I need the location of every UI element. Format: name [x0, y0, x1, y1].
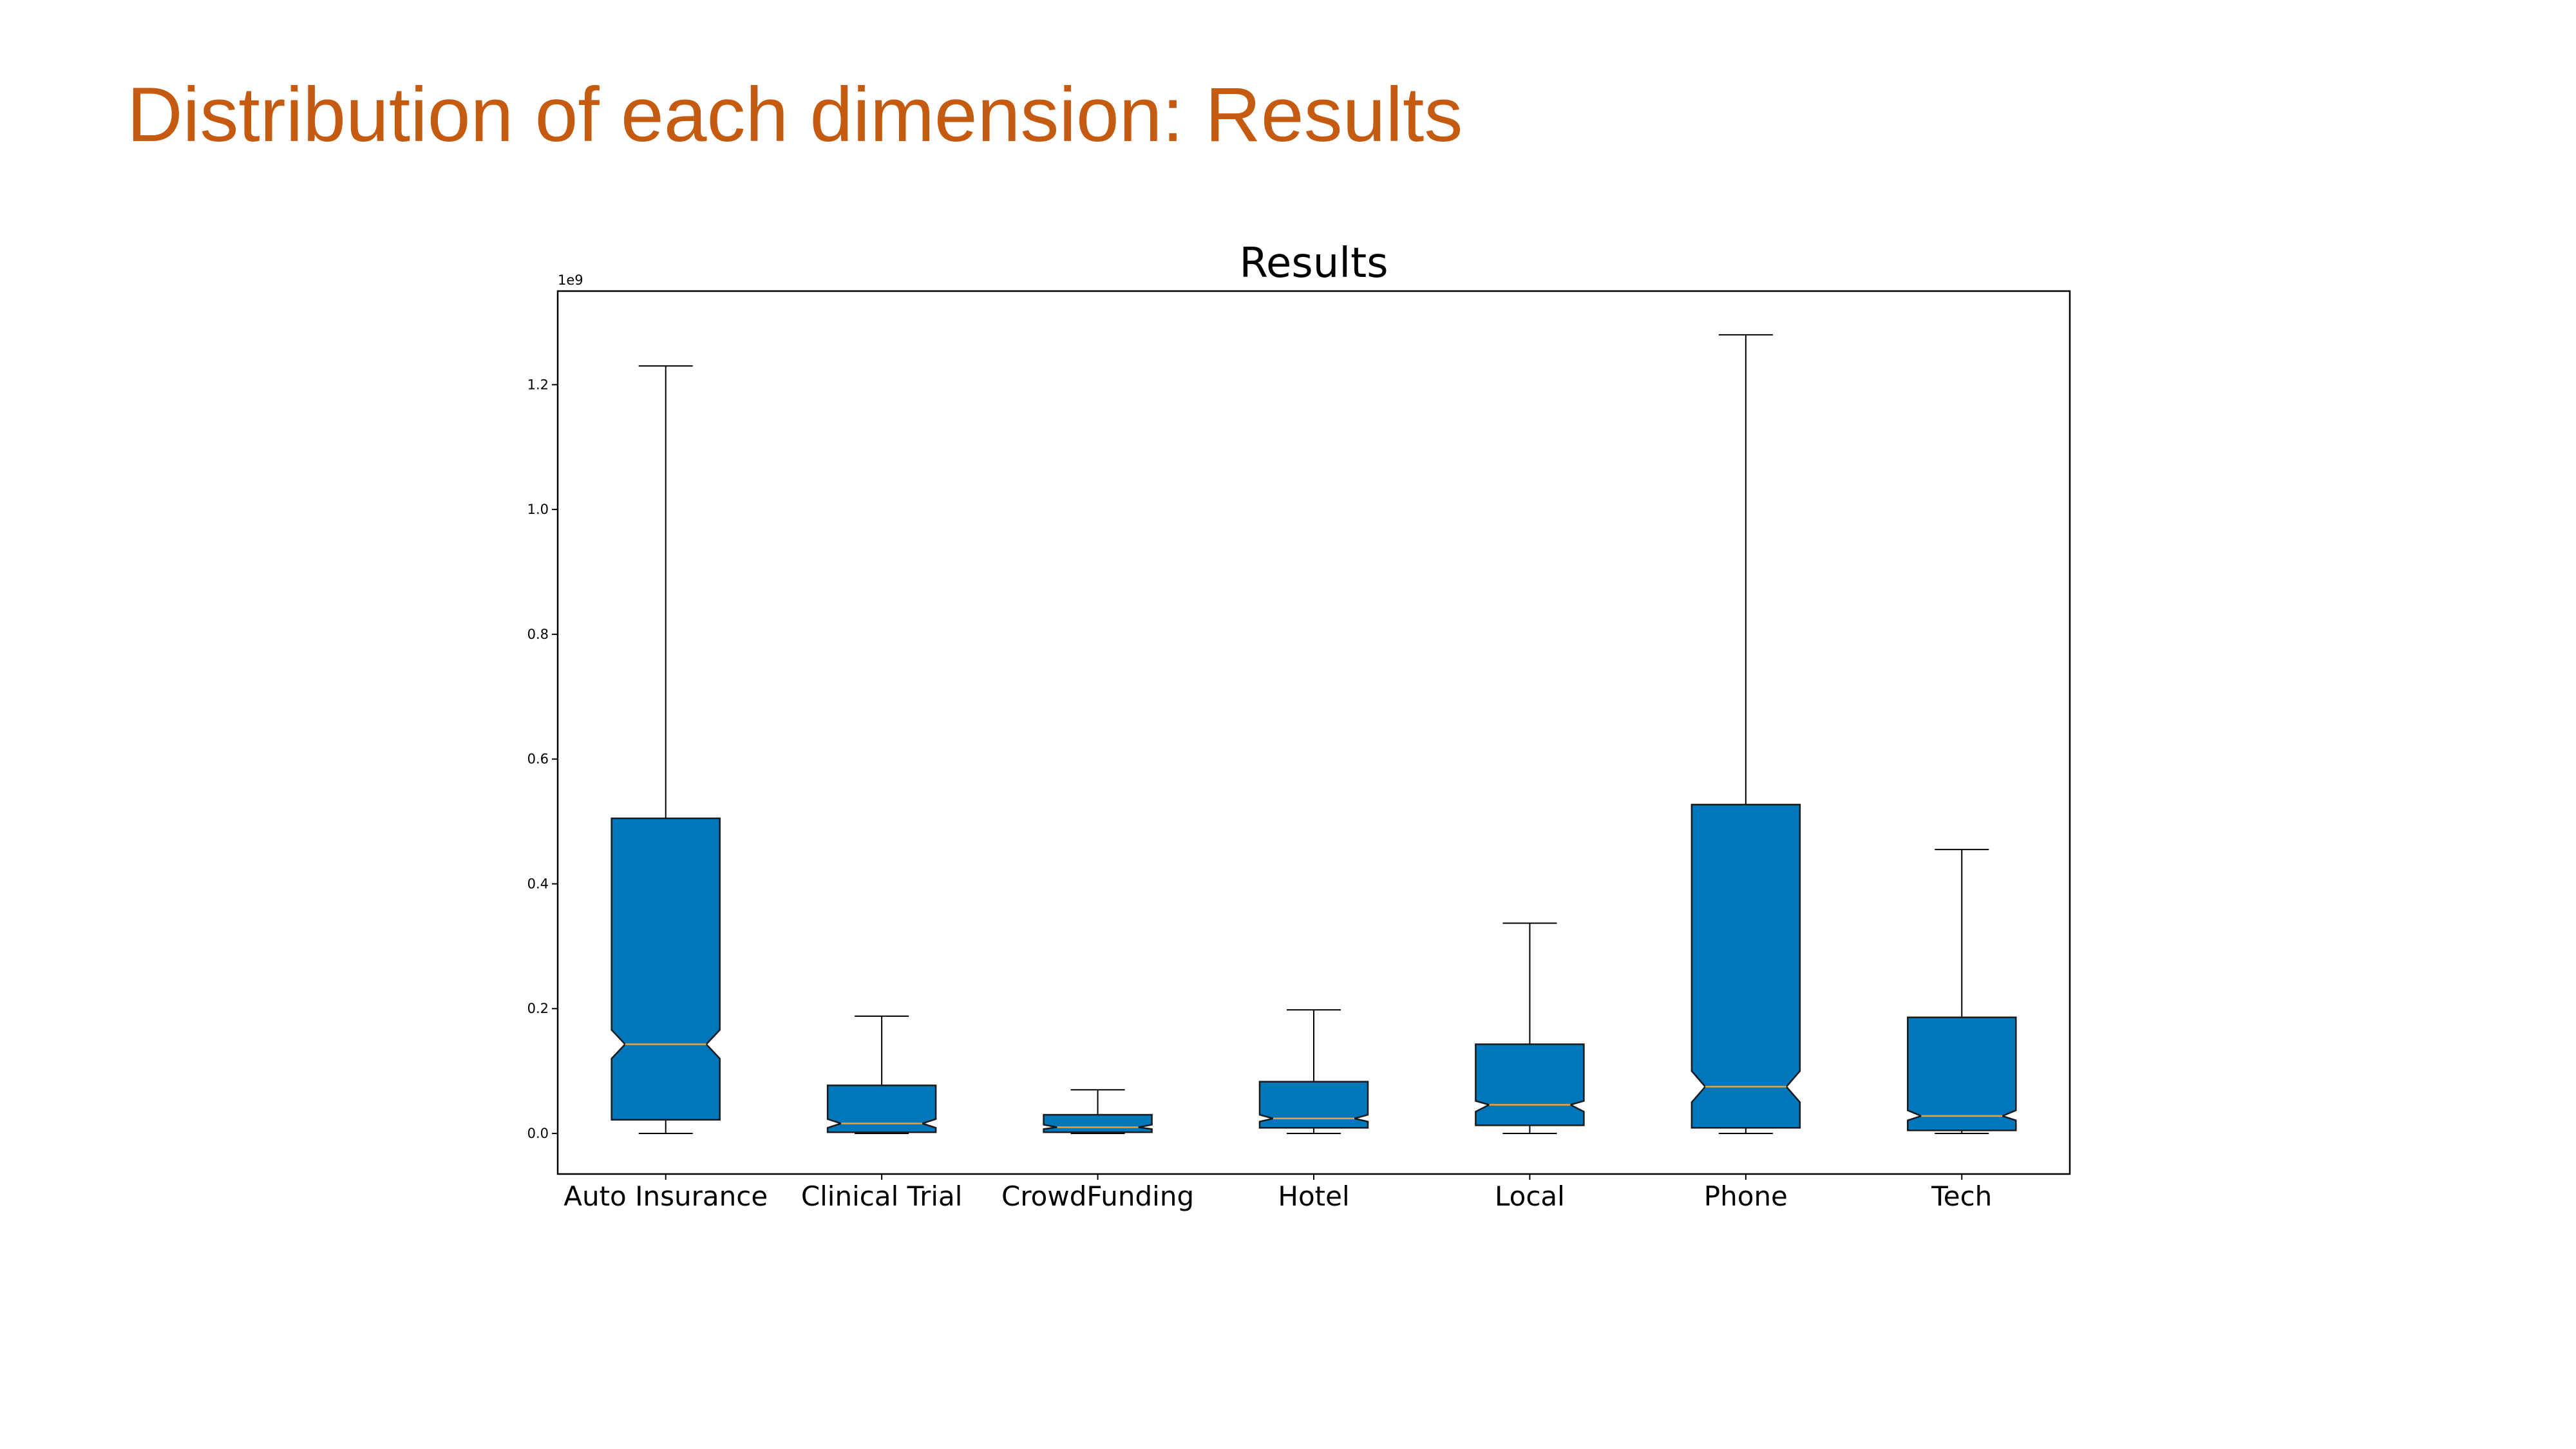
y-tick-label: 0.6: [527, 752, 549, 767]
box-group: Tech: [1907, 849, 2017, 1212]
y-tick-label: 0.8: [527, 627, 549, 642]
x-tick-label: Local: [1495, 1180, 1565, 1212]
x-tick-label: Hotel: [1278, 1180, 1349, 1212]
box-group: Local: [1475, 922, 1585, 1212]
x-tick-label: Auto Insurance: [564, 1180, 768, 1212]
y-tick-label: 1.0: [527, 502, 549, 517]
y-tick-label: 0.4: [527, 876, 549, 891]
x-tick-label: CrowdFunding: [1001, 1180, 1194, 1212]
box: [1907, 1016, 2017, 1132]
y-tick-label: 0.2: [527, 1001, 549, 1016]
y-tick-label: 0.0: [527, 1126, 549, 1141]
box: [1043, 1113, 1153, 1133]
box: [611, 817, 721, 1121]
box-group: Hotel: [1258, 1009, 1369, 1212]
plot-title: Results: [1239, 240, 1388, 287]
box: [1690, 804, 1801, 1129]
plot-frame: [556, 290, 2071, 1175]
x-tick-label: Tech: [1931, 1180, 1992, 1212]
y-tick-label: 1.2: [527, 377, 549, 392]
slide-title: Distribution of each dimension: Results: [127, 71, 1463, 158]
box-group: CrowdFunding: [1001, 1089, 1194, 1212]
x-tick-label: Clinical Trial: [801, 1180, 963, 1212]
y-scale-offset-label: 1e9: [558, 272, 583, 288]
box-group: Auto Insurance: [564, 365, 768, 1212]
box: [826, 1084, 937, 1133]
box: [1258, 1081, 1369, 1129]
box-group: Phone: [1690, 334, 1801, 1212]
box: [1475, 1043, 1585, 1126]
box-group: Clinical Trial: [801, 1015, 963, 1212]
x-tick-label: Phone: [1704, 1180, 1788, 1212]
